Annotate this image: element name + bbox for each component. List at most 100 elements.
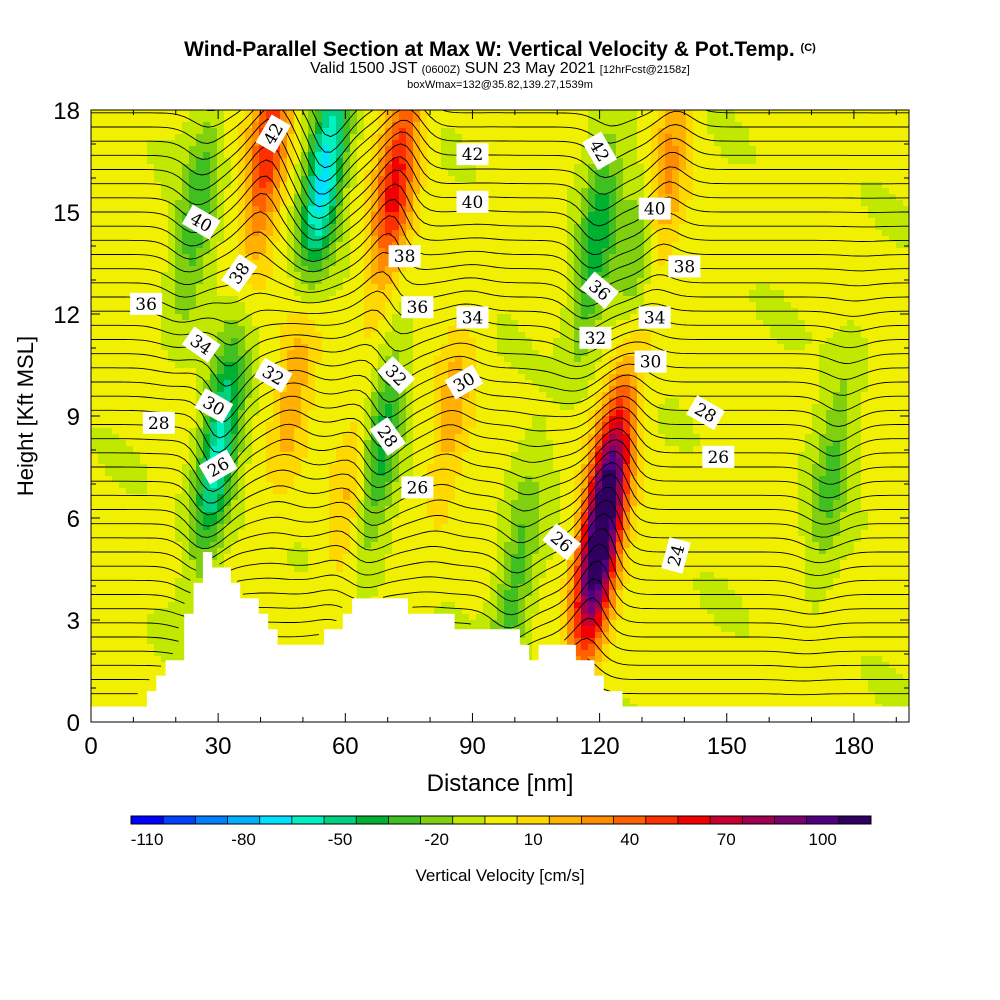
velocity-cell bbox=[336, 146, 344, 153]
velocity-cell bbox=[189, 506, 197, 513]
velocity-cell bbox=[189, 260, 197, 267]
velocity-cell bbox=[308, 272, 316, 279]
velocity-cell bbox=[329, 212, 337, 219]
velocity-cell bbox=[133, 194, 141, 201]
velocity-cell bbox=[343, 266, 351, 273]
velocity-cell bbox=[224, 506, 232, 513]
velocity-cell bbox=[98, 110, 106, 117]
velocity-cell bbox=[336, 422, 344, 429]
velocity-cell bbox=[196, 368, 204, 375]
velocity-cell bbox=[203, 302, 211, 309]
velocity-cell bbox=[196, 530, 204, 537]
velocity-cell bbox=[413, 326, 421, 333]
velocity-cell bbox=[245, 206, 253, 213]
velocity-cell bbox=[385, 500, 393, 507]
velocity-cell bbox=[119, 518, 127, 525]
velocity-cell bbox=[224, 560, 232, 567]
velocity-cell bbox=[105, 698, 113, 705]
velocity-cell bbox=[287, 482, 295, 489]
velocity-cell bbox=[182, 182, 190, 189]
velocity-cell bbox=[427, 134, 435, 141]
velocity-cell bbox=[294, 290, 302, 297]
velocity-cell bbox=[175, 596, 183, 603]
velocity-cell bbox=[98, 128, 106, 135]
velocity-cell bbox=[210, 206, 218, 213]
velocity-cell bbox=[91, 518, 99, 525]
velocity-cell bbox=[399, 578, 407, 585]
velocity-cell bbox=[413, 182, 421, 189]
velocity-cell bbox=[175, 200, 183, 207]
velocity-cell bbox=[308, 230, 316, 237]
velocity-cell bbox=[280, 608, 288, 615]
velocity-cell bbox=[119, 470, 127, 477]
velocity-cell bbox=[154, 386, 162, 393]
velocity-cell bbox=[196, 200, 204, 207]
velocity-cell bbox=[189, 386, 197, 393]
velocity-cell bbox=[196, 158, 204, 165]
velocity-cell bbox=[322, 488, 330, 495]
velocity-cell bbox=[392, 470, 400, 477]
velocity-cell bbox=[182, 398, 190, 405]
velocity-cell bbox=[350, 140, 358, 147]
velocity-cell bbox=[119, 170, 127, 177]
velocity-cell bbox=[308, 338, 316, 345]
velocity-cell bbox=[301, 530, 309, 537]
velocity-cell bbox=[308, 572, 316, 579]
velocity-cell bbox=[245, 344, 253, 351]
velocity-cell bbox=[119, 686, 127, 693]
velocity-cell bbox=[245, 518, 253, 525]
velocity-cell bbox=[231, 338, 239, 345]
velocity-cell bbox=[287, 638, 295, 645]
velocity-cell bbox=[371, 572, 379, 579]
velocity-cell bbox=[91, 404, 99, 411]
velocity-cell bbox=[245, 506, 253, 513]
velocity-cell bbox=[182, 560, 190, 567]
velocity-cell bbox=[273, 212, 281, 219]
velocity-cell bbox=[252, 368, 260, 375]
velocity-cell bbox=[343, 428, 351, 435]
velocity-cell bbox=[126, 182, 134, 189]
velocity-cell bbox=[308, 548, 316, 555]
velocity-cell bbox=[294, 446, 302, 453]
velocity-cell bbox=[315, 194, 323, 201]
velocity-cell bbox=[392, 266, 400, 273]
velocity-cell bbox=[217, 554, 225, 561]
velocity-cell bbox=[112, 344, 120, 351]
velocity-cell bbox=[217, 488, 225, 495]
velocity-cell bbox=[259, 296, 267, 303]
velocity-cell bbox=[133, 428, 141, 435]
velocity-cell bbox=[231, 164, 239, 171]
velocity-cell bbox=[154, 206, 162, 213]
velocity-cell bbox=[231, 236, 239, 243]
velocity-cell bbox=[252, 146, 260, 153]
velocity-cell bbox=[126, 530, 134, 537]
velocity-cell bbox=[343, 344, 351, 351]
velocity-cell bbox=[294, 266, 302, 273]
velocity-cell bbox=[231, 140, 239, 147]
velocity-cell bbox=[315, 536, 323, 543]
velocity-cell bbox=[315, 296, 323, 303]
velocity-cell bbox=[168, 518, 176, 525]
velocity-cell bbox=[126, 164, 134, 171]
velocity-cell bbox=[231, 494, 239, 501]
velocity-cell bbox=[406, 596, 414, 603]
velocity-cell bbox=[175, 416, 183, 423]
velocity-cell bbox=[301, 284, 309, 291]
velocity-cell bbox=[406, 584, 414, 591]
velocity-cell bbox=[392, 518, 400, 525]
velocity-cell bbox=[392, 590, 400, 597]
velocity-cell bbox=[301, 308, 309, 315]
velocity-cell bbox=[273, 596, 281, 603]
velocity-cell bbox=[357, 554, 365, 561]
velocity-cell bbox=[294, 254, 302, 261]
velocity-cell bbox=[350, 518, 358, 525]
velocity-cell bbox=[301, 194, 309, 201]
velocity-cell bbox=[119, 254, 127, 261]
velocity-cell bbox=[420, 206, 428, 213]
velocity-cell bbox=[189, 278, 197, 285]
velocity-cell bbox=[231, 506, 239, 513]
velocity-cell bbox=[420, 122, 428, 129]
velocity-cell bbox=[91, 674, 99, 681]
velocity-cell bbox=[119, 488, 127, 495]
velocity-cell bbox=[161, 554, 169, 561]
